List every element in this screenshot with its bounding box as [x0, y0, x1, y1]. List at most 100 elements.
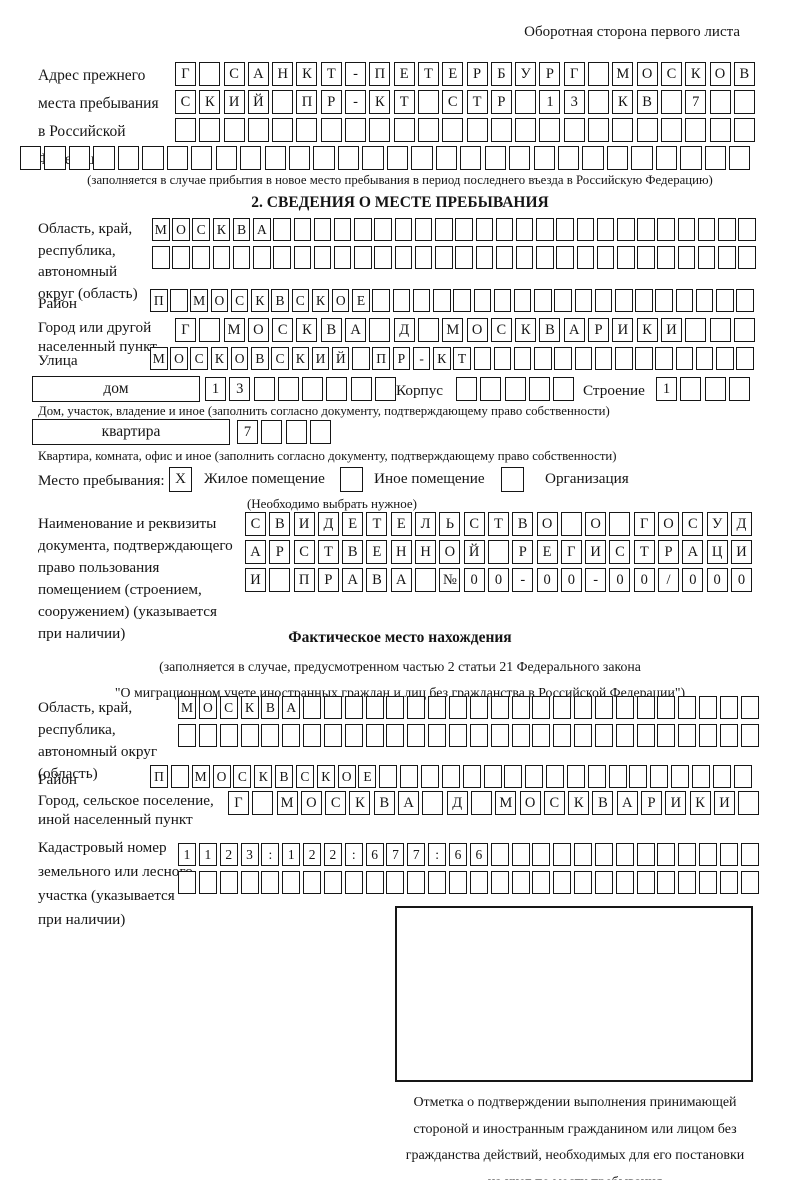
char-box: У — [706, 512, 728, 536]
char-box: Л — [415, 512, 437, 536]
char-box: Г — [560, 540, 582, 564]
char-box — [719, 724, 738, 747]
fact-gorod-label: Город, сельское поселение, иной населенн… — [38, 792, 214, 828]
char-box: И — [245, 568, 266, 592]
kvartira-labelbox: квартира — [32, 419, 230, 445]
char-box: С — [233, 765, 252, 788]
char-box — [344, 696, 363, 719]
char-box — [594, 347, 613, 370]
char-box — [675, 347, 694, 370]
char-box: О — [331, 289, 350, 312]
char-box — [365, 696, 384, 719]
char-box — [504, 377, 526, 401]
char-box: О — [337, 765, 356, 788]
char-box: К — [685, 62, 707, 86]
char-box — [219, 724, 238, 747]
char-box — [487, 540, 509, 564]
char-box — [261, 724, 280, 747]
char-box — [411, 146, 433, 170]
char-box: Д — [317, 512, 339, 536]
char-box — [596, 246, 615, 269]
char-box: Г — [175, 318, 196, 342]
char-box: М — [152, 218, 170, 241]
char-box — [277, 377, 299, 401]
char-box — [448, 696, 467, 719]
char-box: В — [251, 347, 269, 370]
char-box — [490, 724, 509, 747]
char-box — [680, 146, 702, 170]
char-box — [178, 871, 196, 894]
char-box — [691, 765, 710, 788]
oblast-label: Область, край, республика, автономный ок… — [38, 220, 138, 302]
char-box: А — [398, 791, 420, 815]
char-box — [420, 765, 439, 788]
char-box: Г — [228, 791, 249, 815]
char-box: К — [254, 765, 273, 788]
char-box — [475, 246, 493, 269]
char-box: 7 — [386, 843, 405, 866]
char-box: В — [512, 512, 534, 536]
char-box — [677, 246, 696, 269]
char-box: 0 — [560, 568, 582, 592]
char-box — [490, 118, 512, 142]
char-box — [469, 871, 488, 894]
char-box: 0 — [463, 568, 485, 592]
char-box: П — [150, 289, 168, 312]
char-box — [219, 871, 238, 894]
section2-header: 2. СВЕДЕНИЯ О МЕСТЕ ПРЕБЫВАНИЯ — [251, 194, 549, 211]
char-box: С — [190, 347, 208, 370]
char-box — [44, 146, 66, 170]
char-box: О — [172, 218, 190, 241]
char-box — [699, 843, 718, 866]
char-box — [303, 871, 322, 894]
char-box: 1 — [198, 843, 217, 866]
char-box — [718, 246, 736, 269]
char-box: Д — [446, 791, 468, 815]
char-box: С — [442, 90, 464, 114]
char-box — [313, 146, 335, 170]
char-box — [386, 724, 405, 747]
char-box: Н — [415, 540, 437, 564]
char-box: Й — [247, 90, 269, 114]
char-box — [636, 871, 655, 894]
char-box — [369, 318, 391, 342]
char-box — [473, 289, 491, 312]
char-box: В — [320, 318, 342, 342]
char-box — [733, 765, 752, 788]
char-box — [428, 696, 447, 719]
char-box: У — [515, 62, 537, 86]
char-box: С — [325, 791, 347, 815]
char-box: И — [585, 540, 607, 564]
char-box — [282, 871, 301, 894]
korpus-row — [456, 377, 575, 401]
char-box: 6 — [448, 843, 467, 866]
char-box — [740, 696, 759, 719]
char-box — [288, 146, 311, 170]
char-box: Ц — [706, 540, 728, 564]
char-box — [733, 118, 755, 142]
char-box — [483, 765, 502, 788]
char-box: Р — [320, 90, 342, 114]
char-box: И — [311, 347, 330, 370]
char-box: С — [543, 791, 565, 815]
char-box: Н — [390, 540, 412, 564]
char-box — [574, 696, 593, 719]
char-box: М — [150, 347, 168, 370]
char-box — [525, 765, 544, 788]
char-box — [719, 871, 738, 894]
zhiloe-checkbox: X — [169, 467, 192, 492]
char-box — [566, 765, 585, 788]
char-box — [198, 871, 217, 894]
char-box — [460, 146, 482, 170]
char-box — [490, 871, 509, 894]
char-box — [273, 218, 291, 241]
char-box: А — [682, 540, 704, 564]
char-box — [738, 218, 756, 241]
char-box: Р — [466, 62, 488, 86]
char-box — [532, 696, 551, 719]
char-box — [414, 246, 433, 269]
char-box — [736, 289, 754, 312]
char-box: Ь — [439, 512, 461, 536]
